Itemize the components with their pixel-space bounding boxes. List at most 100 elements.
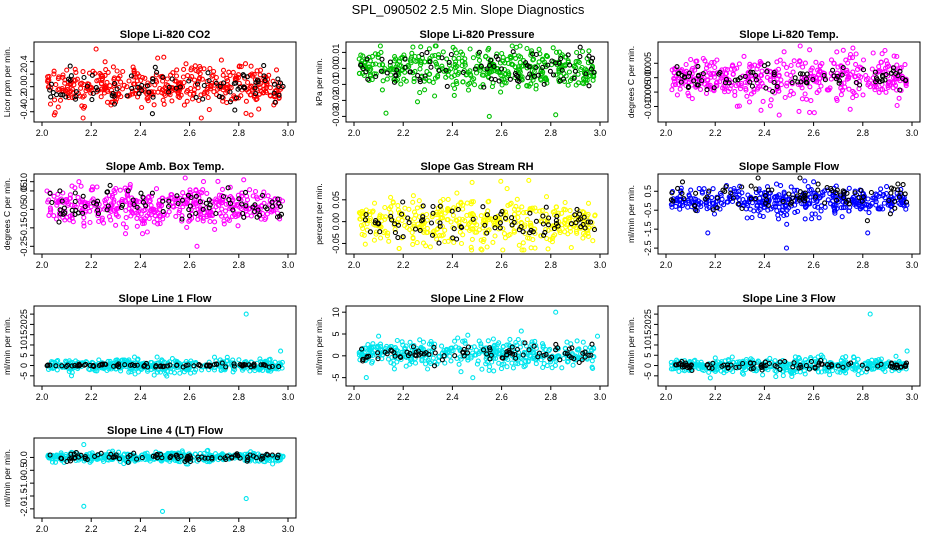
data-point [589,358,595,364]
overlay-point [470,216,476,222]
overlay-point [223,364,229,370]
data-point [51,71,57,77]
data-point [589,63,595,69]
data-point [757,207,763,213]
data-point [505,356,511,363]
data-point [809,216,815,222]
data-point [385,230,391,236]
overlay-point [111,101,118,107]
data-point [446,62,452,68]
data-point [729,80,735,86]
data-point [839,214,845,220]
overlay-point [73,93,79,100]
data-point [532,205,538,211]
data-point [505,71,511,77]
x-tick-label: 2.4 [134,128,147,138]
data-point [94,368,100,374]
overlay-point [402,56,408,62]
data-point [807,84,813,90]
data-point [709,59,715,66]
overlay-point [777,366,783,372]
data-point [474,361,480,367]
x-tick-label: 3.0 [906,260,919,270]
data-point [67,195,73,201]
y-tick-label: -0.4 [19,104,29,120]
data-point [207,210,213,216]
data-point [815,369,822,375]
overlay-point [139,88,145,94]
y-axis-label: degrees C per min. [2,178,12,250]
data-point [399,339,405,345]
overlay-point [167,362,173,368]
data-point [130,64,136,70]
data-point [436,353,442,359]
y-axis-label: Licor ppm per min. [2,47,12,117]
data-point [375,54,381,60]
overlay-point [514,78,521,84]
data-point [853,93,859,99]
data-point [407,361,413,367]
overlay-point [824,362,830,368]
data-point [539,56,546,62]
data-point [752,62,758,68]
data-point [60,72,66,78]
data-point [770,204,776,210]
data-point [276,94,282,100]
overlay-point [821,72,827,78]
overlay-point [753,77,759,83]
overlay-point [509,215,515,221]
data-point [565,58,571,64]
data-point [570,362,576,368]
x-tick-label: 2.2 [85,392,98,402]
data-point [272,197,278,203]
data-point [207,218,213,225]
overlay-point [128,73,134,79]
data-point [543,75,549,81]
overlay-point [522,340,528,346]
plot-frame [345,305,609,387]
y-tick-label: 0.2 [19,68,29,81]
data-point [263,89,269,96]
overlay-point [512,70,518,77]
x-tick-label: 2.4 [446,392,459,402]
data-point [432,93,438,99]
data-point [238,93,244,99]
x-tick-label: 2.8 [233,392,246,402]
data-point [173,213,179,219]
overlay-point [59,363,65,369]
overlay-point [219,94,225,100]
data-point [802,91,808,97]
overlay-point [878,361,884,367]
data-point [472,229,478,235]
data-point [471,82,478,88]
data-point [582,73,589,79]
outlier-point [68,373,75,379]
overlay-point [540,221,546,227]
data-point [876,64,882,70]
data-point [67,192,73,198]
data-point [714,79,720,85]
data-point [81,220,87,226]
data-point [478,213,484,219]
data-point [781,212,787,219]
data-point [200,187,206,193]
panel-title: Slope Line 4 (LT) Flow [107,425,223,437]
overlay-point [451,226,457,232]
data-point [252,188,259,195]
data-point [772,368,778,374]
overlay-point [419,51,425,58]
data-point [740,371,746,377]
data-point [433,210,439,216]
overlay-point [695,63,701,69]
data-point [562,199,568,206]
overlay-point [271,81,277,87]
overlay-point [240,72,246,78]
data-point [102,86,108,92]
data-point [390,199,396,205]
data-point [206,107,212,113]
overlay-point [114,363,120,369]
data-point [370,61,376,67]
data-point [122,231,129,237]
data-point [758,107,764,113]
data-point [510,365,516,371]
